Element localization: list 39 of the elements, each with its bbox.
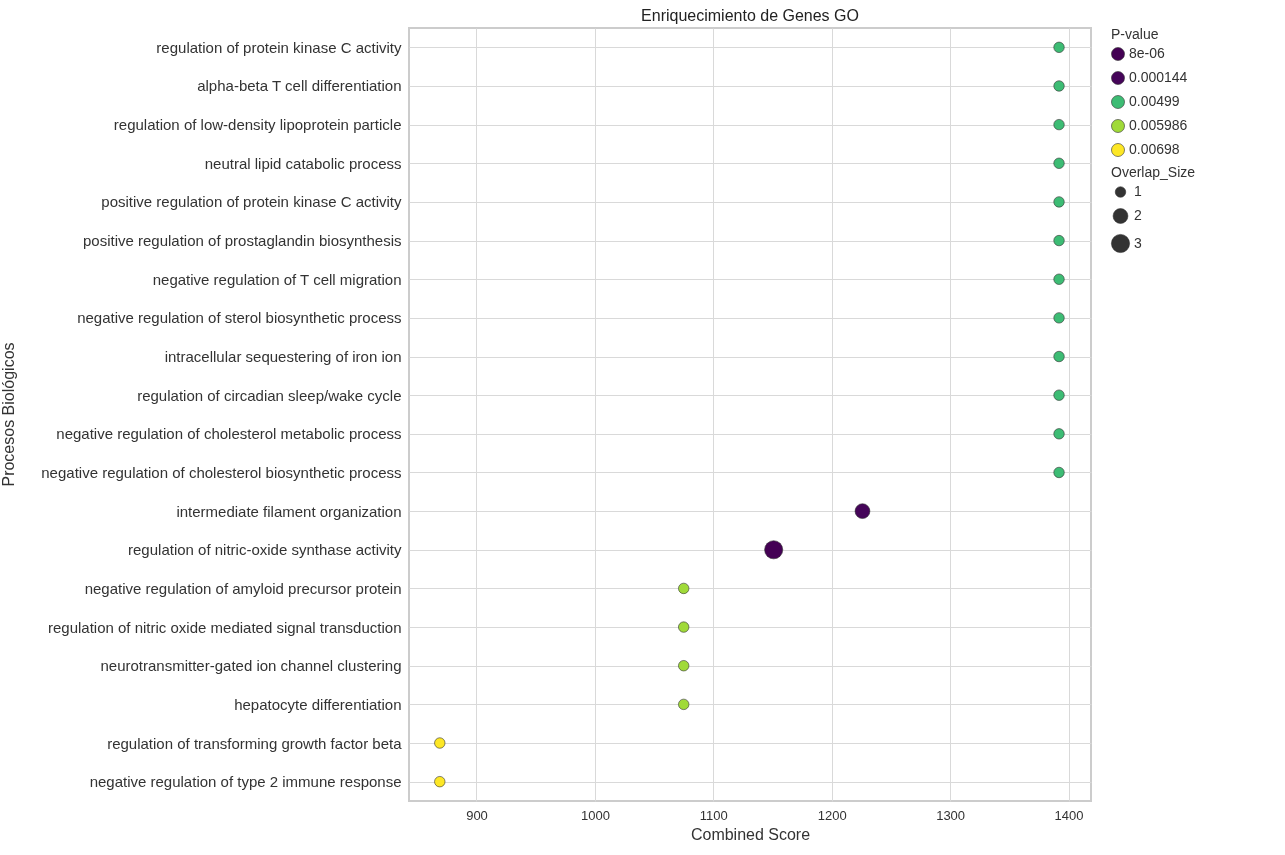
y-tick-label: regulation of transforming growth factor beta (107, 734, 403, 752)
y-axis-title: Procesos Biológicos (0, 342, 17, 487)
y-tick-label: positive regulation of protein kinase C activity (101, 193, 402, 211)
legend-title: P-value (1111, 26, 1159, 42)
legend-label: 1 (1134, 183, 1142, 199)
legend-label: 0.00698 (1129, 141, 1180, 157)
legend-label: 8e-06 (1129, 45, 1166, 61)
y-tick-label: negative regulation of type 2 immune response (89, 773, 402, 791)
y-tick-label: regulation of circadian sleep/wake cycle (137, 386, 402, 404)
x-axis-title: Combined Score (690, 825, 811, 843)
y-tick-label: alpha-beta T cell differentiation (197, 77, 402, 95)
x-tick-label: 1300 (936, 807, 966, 823)
y-tick-label: negative regulation of amyloid precursor protein (84, 579, 402, 597)
y-tick-label: intracellular sequestering of iron ion (164, 348, 402, 366)
y-tick-label: regulation of low-density lipoprotein particle (113, 116, 402, 134)
y-tick-label: regulation of nitric-oxide synthase activity (128, 541, 402, 559)
y-tick-label: neurotransmitter-gated ion channel clustering (100, 657, 402, 675)
text: Overlap_Size (1111, 164, 1196, 180)
legend-label: 2 (1134, 207, 1142, 223)
x-tick-label: 1200 (817, 807, 847, 823)
y-tick-label: negative regulation of cholesterol biosynthetic process (41, 463, 402, 481)
y-tick-label: regulation of nitric oxide mediated signal transduction (47, 618, 402, 636)
x-tick-label: 1000 (580, 807, 610, 823)
y-tick-label: intermediate filament organization (176, 502, 402, 520)
legend-label: 0.00499 (1129, 93, 1180, 109)
legend-label: 3 (1134, 234, 1142, 251)
chart-title: Enriquecimiento de Genes GO (641, 7, 859, 24)
y-tick-label: negative regulation of T cell migration (152, 270, 402, 288)
y-tick-label: neutral lipid catabolic process (204, 154, 402, 172)
x-tick-label: 1400 (1054, 807, 1084, 823)
y-tick-label: hepatocyte differentiation (234, 695, 402, 713)
y-tick-label: positive regulation of prostaglandin biosynthesis (82, 232, 402, 250)
y-tick-label: negative regulation of sterol biosynthetic process (77, 309, 402, 327)
legend-label: 0.005986 (1129, 117, 1188, 133)
y-tick-label: regulation of protein kinase C activity (156, 38, 402, 56)
y-tick-label: negative regulation of cholesterol metabolic process (56, 425, 402, 443)
x-tick-label: 900 (466, 807, 488, 823)
x-tick-label: 1100 (699, 807, 728, 823)
legend-label: 0.000144 (1129, 69, 1188, 85)
